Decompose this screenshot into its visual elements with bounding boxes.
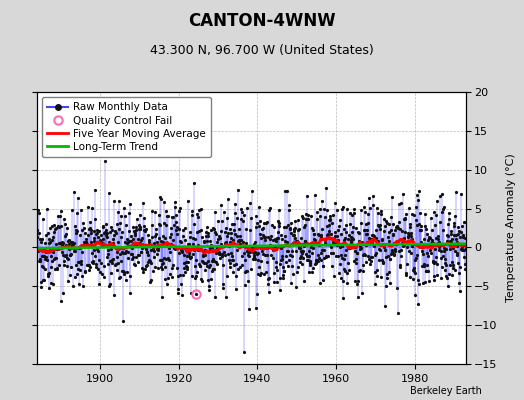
Y-axis label: Temperature Anomaly (°C): Temperature Anomaly (°C)	[506, 154, 516, 302]
Text: Berkeley Earth: Berkeley Earth	[410, 386, 482, 396]
Legend: Raw Monthly Data, Quality Control Fail, Five Year Moving Average, Long-Term Tren: Raw Monthly Data, Quality Control Fail, …	[42, 97, 211, 157]
Text: 43.300 N, 96.700 W (United States): 43.300 N, 96.700 W (United States)	[150, 44, 374, 57]
Text: CANTON-4WNW: CANTON-4WNW	[188, 12, 336, 30]
